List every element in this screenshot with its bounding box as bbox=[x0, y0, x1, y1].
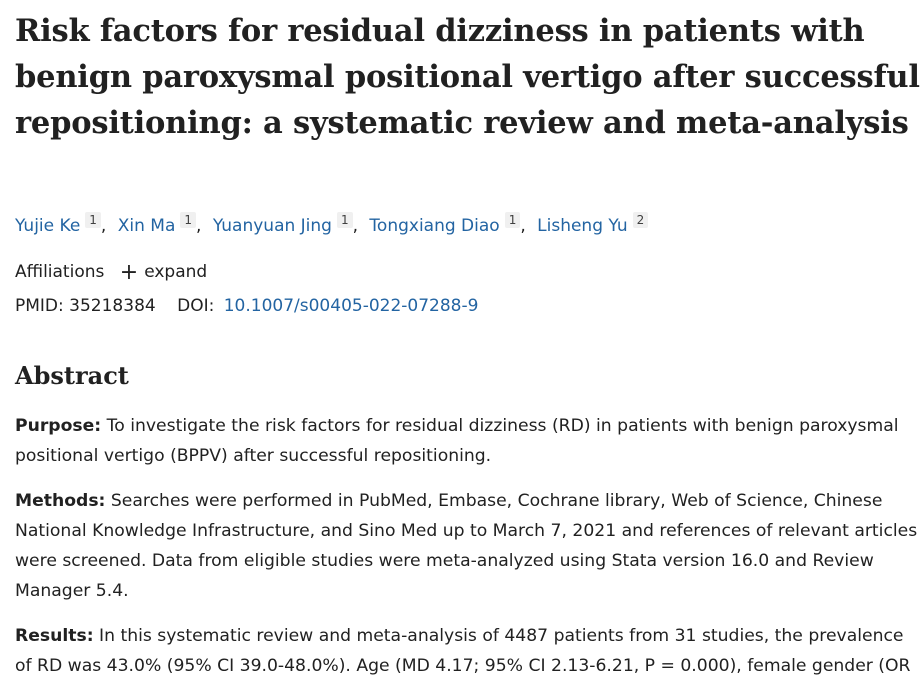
expand-label: expand bbox=[144, 262, 208, 282]
identifiers-row: PMID: 35218384 DOI: 10.1007/s00405-022-0… bbox=[15, 292, 478, 320]
author-link[interactable]: Xin Ma bbox=[117, 216, 176, 236]
affiliations-row: Affiliations + expand bbox=[15, 258, 207, 287]
author-separator: , bbox=[196, 216, 202, 236]
abstract-purpose: Purpose: To investigate the risk factors… bbox=[15, 411, 920, 471]
doi-link[interactable]: 10.1007/s00405-022-07288-9 bbox=[223, 296, 479, 316]
plus-icon: + bbox=[119, 260, 139, 285]
purpose-text: To investigate the risk factors for resi… bbox=[15, 416, 899, 466]
purpose-label: Purpose: bbox=[15, 416, 102, 436]
author-link[interactable]: Yuanyuan Jing bbox=[212, 216, 332, 236]
author-separator: , bbox=[352, 216, 359, 236]
abstract-heading: Abstract bbox=[15, 361, 129, 390]
abstract-results: Results: In this systematic review and m… bbox=[15, 621, 920, 681]
author-separator: , bbox=[520, 216, 526, 236]
methods-text: Searches were performed in PubMed, Embas… bbox=[15, 491, 918, 601]
author-list: Yujie Ke 1, Xin Ma 1, Yuanyuan Jing 1, Tong… bbox=[15, 212, 649, 240]
affiliation-number[interactable]: 1 bbox=[336, 212, 353, 228]
author-link[interactable]: Lisheng Yu bbox=[537, 216, 628, 236]
results-label: Results: bbox=[15, 626, 94, 646]
expand-affiliations-button[interactable]: + expand bbox=[119, 260, 208, 285]
affiliations-label: Affiliations bbox=[15, 262, 105, 282]
affiliation-number[interactable]: 1 bbox=[504, 212, 521, 228]
author-separator: , bbox=[100, 216, 107, 236]
pmid-value: 35218384 bbox=[69, 296, 156, 316]
affiliation-number[interactable]: 1 bbox=[85, 212, 101, 228]
article-title: Risk factors for residual dizziness in p… bbox=[15, 13, 920, 141]
affiliation-number[interactable]: 1 bbox=[180, 212, 197, 228]
results-text: In this systematic review and meta-analy… bbox=[15, 626, 911, 676]
pmid-label: PMID: bbox=[15, 296, 64, 316]
methods-label: Methods: bbox=[15, 491, 106, 511]
abstract-methods: Methods: Searches were performed in PubM… bbox=[15, 486, 920, 606]
author-link[interactable]: Yujie Ke bbox=[15, 216, 81, 236]
affiliation-number[interactable]: 2 bbox=[632, 212, 649, 228]
doi-label: DOI: bbox=[177, 296, 215, 316]
author-link[interactable]: Tongxiang Diao bbox=[369, 216, 500, 236]
